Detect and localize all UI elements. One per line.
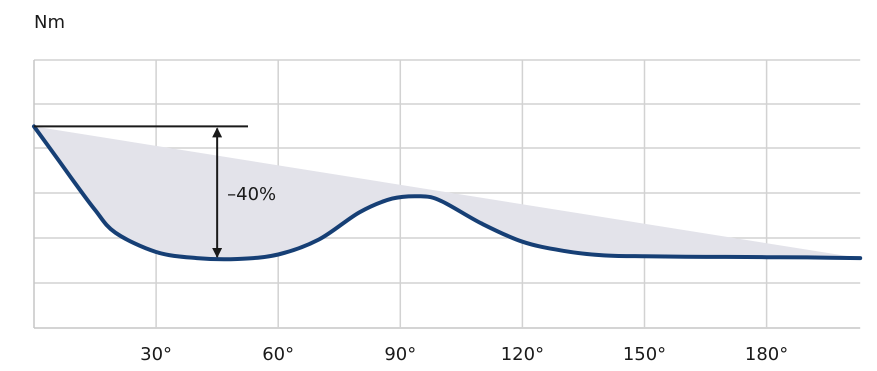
- x-tick-label: 180°: [745, 344, 788, 365]
- x-tick-labels: 30° 60° 90° 120° 150° 180°: [140, 344, 788, 365]
- grid: [33, 59, 861, 329]
- y-axis-label: Nm: [34, 12, 65, 33]
- torque-drop-label: –40%: [227, 184, 276, 205]
- x-tick-label: 120°: [501, 344, 544, 365]
- x-tick-label: 60°: [262, 344, 294, 365]
- x-tick-label: 30°: [140, 344, 172, 365]
- torque-curve-series: [32, 124, 863, 262]
- torque-loss-area: [34, 126, 861, 260]
- x-tick-label: 150°: [623, 344, 666, 365]
- x-tick-label: 90°: [384, 344, 416, 365]
